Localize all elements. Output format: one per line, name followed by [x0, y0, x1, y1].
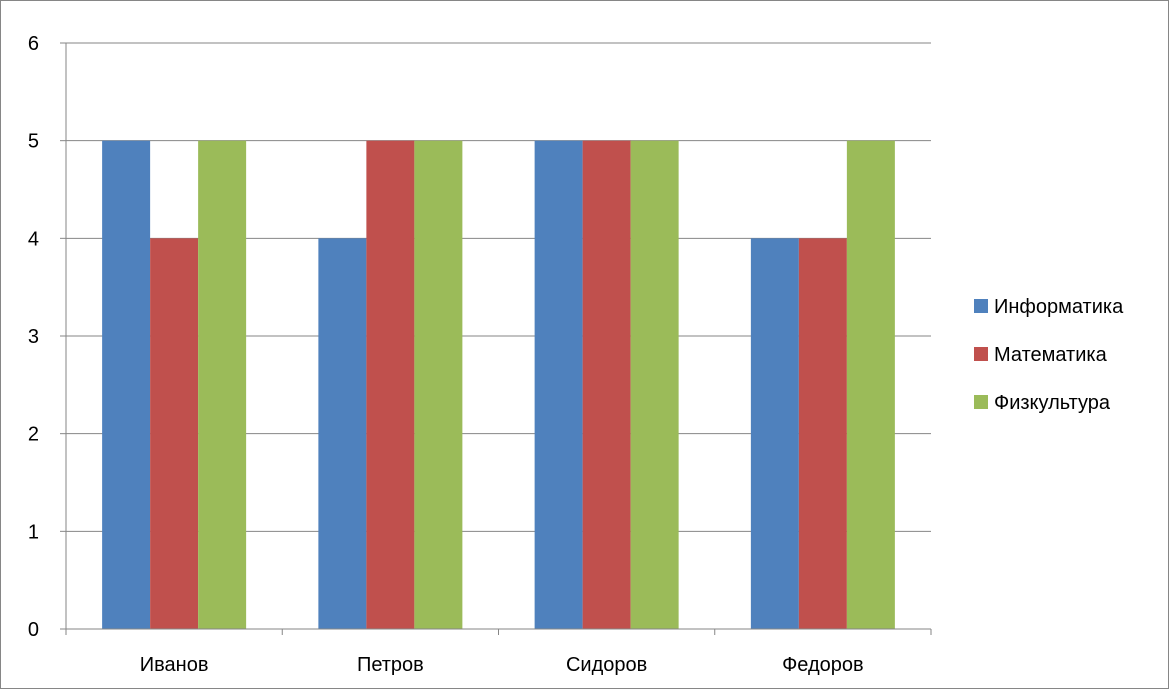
x-tick-label: Сидоров — [566, 654, 647, 676]
x-tick-label: Федоров — [782, 654, 864, 676]
y-tick-label: 3 — [28, 326, 39, 348]
x-tick-label: Иванов — [140, 654, 209, 676]
legend-label: Физкультура — [994, 392, 1111, 414]
bar-1-3 — [534, 140, 583, 629]
bar-2-1 — [150, 238, 199, 630]
legend-label: Математика — [994, 344, 1108, 366]
x-tick-label: Петров — [357, 654, 424, 676]
y-tick-label: 6 — [28, 33, 39, 55]
legend-swatch — [974, 299, 988, 313]
bar-3-2 — [414, 140, 463, 629]
bar-2-4 — [798, 238, 847, 630]
bar-2-3 — [582, 140, 631, 629]
x-tick-labels: Иванов Петров Сидоров Федоров — [140, 654, 864, 676]
y-tick-label: 4 — [28, 228, 39, 250]
bar-1-4 — [750, 238, 799, 630]
bar-3-3 — [630, 140, 679, 629]
bar-1-1 — [102, 140, 151, 629]
legend-swatch — [974, 347, 988, 361]
y-tick-label: 1 — [28, 521, 39, 543]
y-tick-label: 5 — [28, 131, 39, 153]
y-tick-label: 2 — [28, 424, 39, 446]
bars — [102, 140, 895, 630]
axes — [60, 42, 932, 635]
y-tick-label: 0 — [28, 619, 39, 641]
bar-2-2 — [366, 140, 415, 629]
bar-3-1 — [198, 140, 247, 629]
bar-3-4 — [846, 140, 895, 629]
bar-1-2 — [318, 238, 367, 630]
legend-label: Информатика — [994, 296, 1124, 318]
y-tick-labels: 0 1 2 3 4 5 6 — [28, 33, 39, 641]
legend: Информатика Математика Физкультура — [974, 296, 1124, 414]
legend-swatch — [974, 395, 988, 409]
